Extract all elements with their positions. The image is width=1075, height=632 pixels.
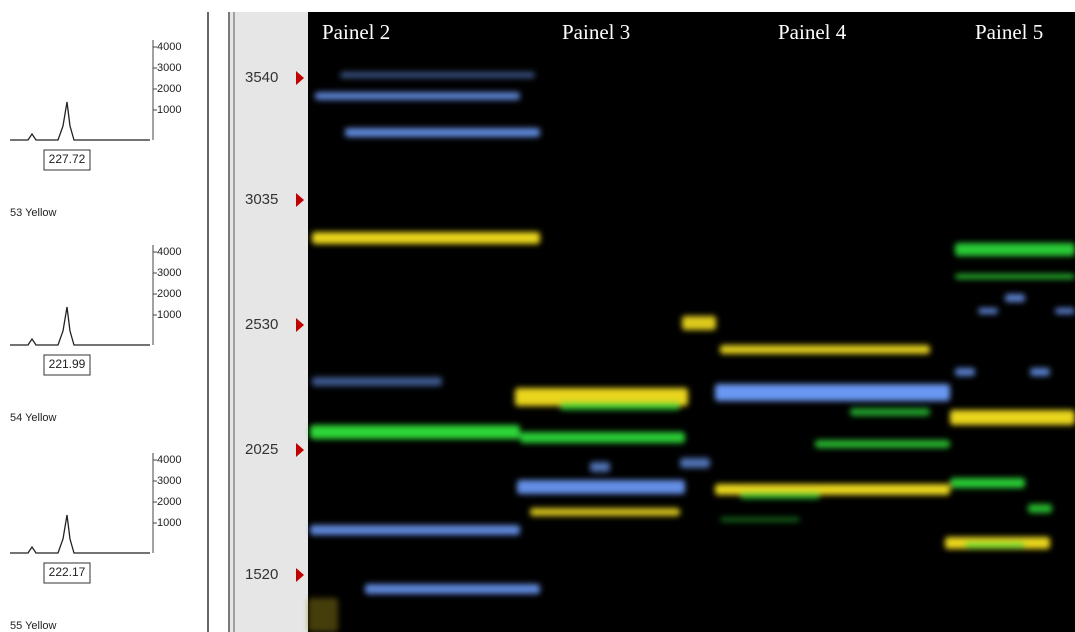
ruler-label: 1520 <box>245 566 278 583</box>
peak-label: 221.99 <box>49 357 86 371</box>
band <box>1030 368 1050 376</box>
band <box>310 425 520 439</box>
trace-tick-label: 3000 <box>157 475 181 487</box>
band <box>955 243 1075 256</box>
band <box>517 480 685 494</box>
band <box>1028 504 1052 513</box>
band <box>715 384 950 401</box>
band <box>680 458 710 468</box>
band <box>978 308 998 314</box>
peak-label: 222.17 <box>49 565 86 579</box>
band <box>345 128 540 137</box>
panel-label: Painel 2 <box>322 20 390 44</box>
trace-tick-label: 1000 <box>157 309 181 321</box>
band <box>340 72 535 78</box>
band <box>955 274 1075 279</box>
band <box>950 410 1075 425</box>
band <box>1005 294 1025 302</box>
trace-tick-label: 4000 <box>157 246 181 258</box>
trace-tick-label: 2000 <box>157 288 181 300</box>
band <box>965 542 1025 548</box>
band <box>560 402 680 410</box>
band <box>740 492 820 499</box>
panel-label: Painel 4 <box>778 20 847 44</box>
band <box>955 368 975 376</box>
band <box>682 316 716 330</box>
trace-tick-label: 1000 <box>157 517 181 529</box>
band <box>312 232 540 244</box>
screenshot: Painel 2 Painel 3 Painel 4 Painel 5 3540 3035… <box>0 0 1075 632</box>
panel-label: Painel 3 <box>562 20 630 44</box>
band <box>530 508 680 516</box>
lane-label: 54 Yellow <box>10 412 57 424</box>
ruler-label: 3540 <box>245 69 278 86</box>
trace-tick-label: 2000 <box>157 496 181 508</box>
panel-label: Painel 5 <box>975 20 1043 44</box>
lane-label: 55 Yellow <box>10 620 57 632</box>
trace-tick-label: 2000 <box>157 83 181 95</box>
band <box>310 525 520 535</box>
ruler-label: 2025 <box>245 441 278 458</box>
trace-tick-label: 1000 <box>157 104 181 116</box>
band <box>815 440 950 448</box>
band <box>315 92 520 100</box>
peak-label: 227.72 <box>49 152 86 166</box>
trace-tick-label: 3000 <box>157 267 181 279</box>
band <box>1055 308 1075 314</box>
band <box>850 408 930 416</box>
trace-tick-label: 4000 <box>157 41 181 53</box>
band <box>950 478 1025 488</box>
band <box>720 517 800 522</box>
trace-tick-label: 4000 <box>157 454 181 466</box>
band <box>308 598 338 632</box>
ruler-label: 2530 <box>245 316 278 333</box>
ruler-label: 3035 <box>245 191 278 208</box>
band <box>590 462 610 472</box>
band <box>312 377 442 386</box>
band <box>520 432 685 443</box>
lane-label: 53 Yellow <box>10 207 57 219</box>
trace-tick-label: 3000 <box>157 62 181 74</box>
band <box>365 584 540 594</box>
band <box>720 345 930 354</box>
